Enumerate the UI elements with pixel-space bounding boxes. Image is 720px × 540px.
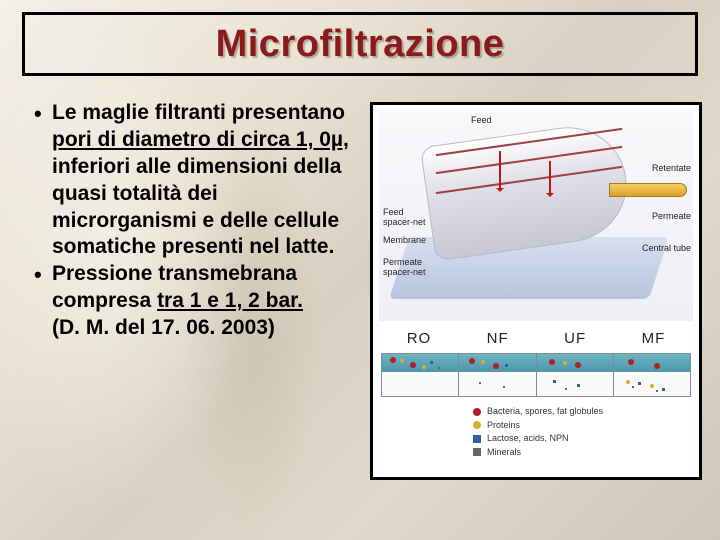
label-feed: Feed	[471, 115, 492, 125]
label-membrane: Membrane	[383, 235, 426, 245]
bullet-list: Le maglie filtranti presentano pori di d…	[30, 100, 350, 315]
bullet-2: Pressione transmebrana compresa tra 1 e …	[30, 261, 350, 315]
diagram-panel: Feed Feed spacer-net Membrane Permeate s…	[370, 102, 702, 480]
label-permeate: Permeate	[652, 211, 691, 221]
membrane-module-illustration: Feed Feed spacer-net Membrane Permeate s…	[379, 111, 693, 321]
title-container: Microfiltrazione	[22, 12, 698, 76]
legend-yellow-label: Proteins	[487, 419, 520, 433]
bullet-1: Le maglie filtranti presentano pori di d…	[30, 100, 350, 261]
swatch-blue	[473, 435, 481, 443]
label-central-tube: Central tube	[642, 243, 691, 253]
footnote: (D. M. del 17. 06. 2003)	[30, 315, 350, 342]
swatch-red	[473, 408, 481, 416]
bullet-2-underline: tra 1 e 1, 2 bar.	[157, 289, 303, 312]
legend-blue-label: Lactose, acids, NPN	[487, 432, 569, 446]
text-content: Le maglie filtranti presentano pori di d…	[30, 100, 350, 342]
legend-yellow: Proteins	[473, 419, 603, 433]
bullet-1-text-a: Le maglie filtranti presentano	[52, 101, 345, 124]
page-title: Microfiltrazione	[216, 23, 505, 66]
band-uf	[537, 354, 614, 396]
label-uf: UF	[564, 330, 586, 347]
legend-grey-label: Minerals	[487, 446, 521, 460]
band-ro	[382, 354, 459, 396]
band-nf	[459, 354, 536, 396]
label-retentate: Retentate	[652, 163, 691, 173]
legend-grey: Minerals	[473, 446, 603, 460]
legend-blue: Lactose, acids, NPN	[473, 432, 603, 446]
band-mf	[614, 354, 690, 396]
bullet-1-text-b: inferiori alle dimensioni della quasi to…	[52, 155, 341, 259]
label-feed-spacer: Feed spacer-net	[383, 207, 433, 227]
filtration-band	[381, 353, 691, 397]
swatch-yellow	[473, 421, 481, 429]
label-ro: RO	[407, 330, 432, 347]
central-tube-shape	[609, 183, 687, 197]
process-labels-row: RO NF UF MF	[379, 327, 693, 349]
bullet-1-underline: pori di diametro di circa 1, 0µ,	[52, 128, 349, 151]
legend-red-label: Bacteria, spores, fat globules	[487, 405, 603, 419]
legend: Bacteria, spores, fat globules Proteins …	[473, 405, 603, 459]
flow-arrow-2	[549, 161, 551, 196]
legend-red: Bacteria, spores, fat globules	[473, 405, 603, 419]
flow-arrow-1	[499, 151, 501, 191]
swatch-grey	[473, 448, 481, 456]
label-permeate-spacer: Permeate spacer-net	[383, 257, 439, 277]
label-mf: MF	[642, 330, 666, 347]
label-nf: NF	[487, 330, 509, 347]
